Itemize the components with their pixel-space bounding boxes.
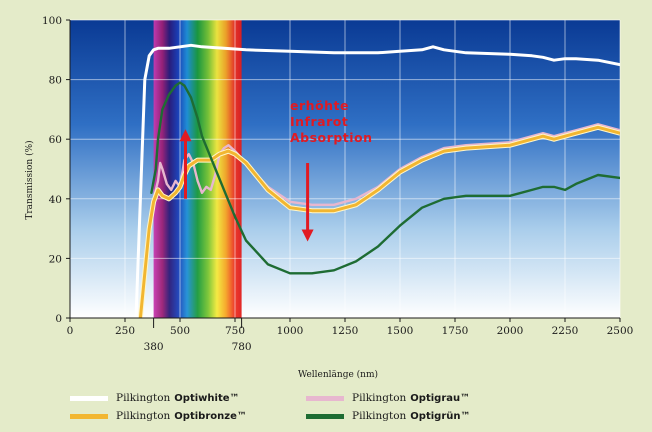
legend-label-optibronze: Optibronze™ <box>174 410 247 422</box>
legend-swatch-optibronze <box>70 413 108 419</box>
x-tick-label: 1750 <box>442 325 469 337</box>
y-tick-label: 100 <box>42 15 62 27</box>
legend-brand: Pilkington <box>116 410 171 422</box>
x-axis-label: Wellenlänge (nm) <box>298 369 378 380</box>
x-tick-label: 1500 <box>387 325 414 337</box>
y-tick-label: 20 <box>49 253 62 265</box>
legend-label-optigrau: Optigrau™ <box>410 392 471 404</box>
x-tick-label: 750 <box>225 325 245 337</box>
series-lines <box>134 43 620 318</box>
legend-item-optibronze: Pilkington Optibronze™ <box>70 410 247 422</box>
x-tick-label: 0 <box>67 325 74 337</box>
y-tick-label: 40 <box>49 194 62 206</box>
annotation-line-1: erhöhte <box>290 98 349 113</box>
y-tick-label: 0 <box>55 313 62 325</box>
series-line-optigruen <box>150 81 620 275</box>
legend-label-optiwhite: Optiwhite™ <box>174 392 240 404</box>
y-axis-label: Transmission (%) <box>24 140 35 219</box>
annotation-line-3: Absorption <box>290 130 373 145</box>
series-line-optigrau <box>152 123 620 207</box>
legend-item-optigruen: Pilkington Optigrün™ <box>306 410 471 422</box>
legend-item-optiwhite: Pilkington Optiwhite™ <box>70 392 240 404</box>
y-tick-label: 60 <box>49 134 62 146</box>
ir-absorption-annotation: erhöhte Infrarot Absorption <box>179 98 373 242</box>
annotation-line-2: Infrarot <box>290 114 348 129</box>
legend-brand: Pilkington <box>352 392 407 404</box>
arrow-up-head <box>179 129 192 142</box>
visible-spectrum-band <box>153 20 242 318</box>
series-line-optiwhite <box>134 43 620 318</box>
grid-lines <box>69 19 621 319</box>
x-tick-label-extra: 380 <box>144 341 164 353</box>
legend: Pilkington Optiwhite™ Pilkington Optibro… <box>70 392 590 430</box>
x-tick-label: 250 <box>115 325 135 337</box>
y-tick-label: 80 <box>49 75 62 87</box>
x-tick-label: 500 <box>170 325 190 337</box>
arrow-down-head <box>301 229 314 242</box>
x-tick-label: 1000 <box>277 325 304 337</box>
legend-label-optigruen: Optigrün™ <box>410 410 471 422</box>
legend-swatch-optiwhite <box>70 395 108 401</box>
series-line-optibronze <box>138 125 620 318</box>
legend-swatch-optigrau <box>306 395 344 401</box>
legend-item-optigrau: Pilkington Optigrau™ <box>306 392 470 404</box>
x-tick-label: 2500 <box>607 325 634 337</box>
x-tick-label: 2000 <box>497 325 524 337</box>
legend-swatch-optigruen <box>306 413 344 419</box>
x-tick-label: 2250 <box>552 325 579 337</box>
x-tick-label: 1250 <box>332 325 359 337</box>
legend-brand: Pilkington <box>116 392 171 404</box>
legend-brand: Pilkington <box>352 410 407 422</box>
x-tick-label-extra: 780 <box>232 341 252 353</box>
